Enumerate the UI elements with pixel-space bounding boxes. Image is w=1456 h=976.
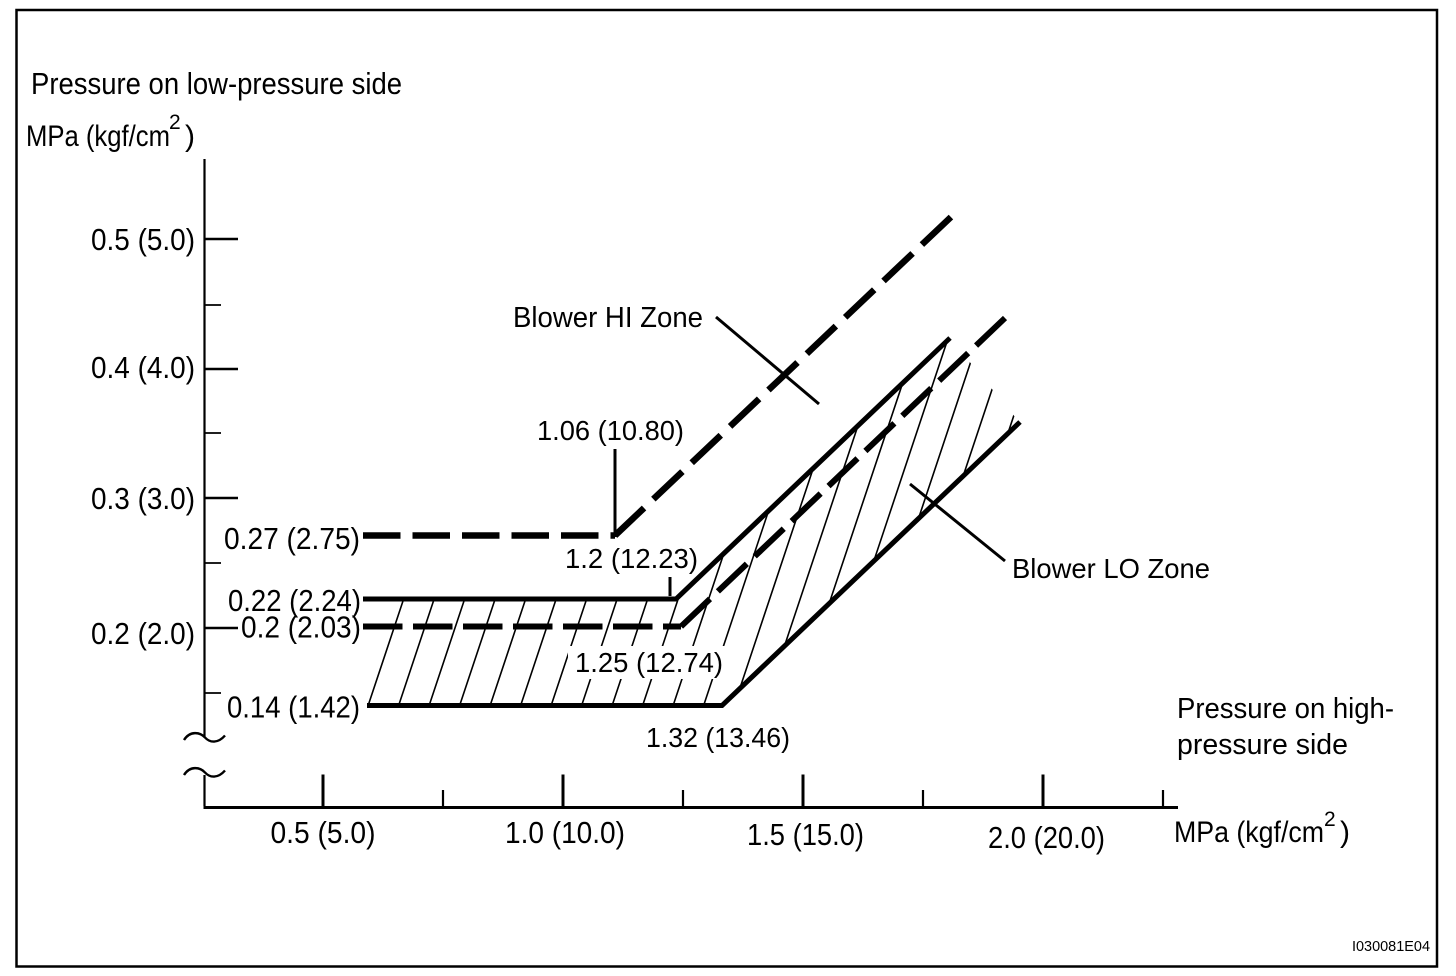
svg-text:MPa (kgf/cm: MPa (kgf/cm xyxy=(26,120,170,153)
svg-text:1.2 (12.23): 1.2 (12.23) xyxy=(565,543,698,574)
svg-text:): ) xyxy=(1340,816,1350,849)
svg-text:Pressure on high-: Pressure on high- xyxy=(1177,693,1394,725)
svg-text:0.14 (1.42): 0.14 (1.42) xyxy=(227,690,360,725)
svg-text:1.25 (12.74): 1.25 (12.74) xyxy=(575,647,723,678)
svg-text:Blower LO Zone: Blower LO Zone xyxy=(1012,553,1210,584)
svg-text:1.32 (13.46): 1.32 (13.46) xyxy=(646,722,790,753)
svg-text:1.5 (15.0): 1.5 (15.0) xyxy=(747,817,864,852)
svg-text:pressure side: pressure side xyxy=(1177,729,1348,761)
svg-text:Blower HI Zone: Blower HI Zone xyxy=(513,302,703,334)
svg-text:2.0 (20.0): 2.0 (20.0) xyxy=(988,820,1105,855)
svg-text:0.5 (5.0): 0.5 (5.0) xyxy=(271,815,376,850)
svg-text:0.22 (2.24): 0.22 (2.24) xyxy=(228,583,361,618)
svg-text:2: 2 xyxy=(169,111,181,134)
svg-text:0.4 (4.0): 0.4 (4.0) xyxy=(91,350,195,385)
svg-text:0.5 (5.0): 0.5 (5.0) xyxy=(91,222,195,257)
svg-text:0.2 (2.03): 0.2 (2.03) xyxy=(241,610,361,645)
svg-text:I030081E04: I030081E04 xyxy=(1352,939,1430,955)
svg-text:1.06 (10.80): 1.06 (10.80) xyxy=(537,415,684,446)
svg-text:0.2 (2.0): 0.2 (2.0) xyxy=(91,616,195,651)
svg-text:): ) xyxy=(185,120,195,153)
svg-text:Pressure on low-pressure side: Pressure on low-pressure side xyxy=(31,66,402,101)
svg-text:0.27 (2.75): 0.27 (2.75) xyxy=(224,521,360,556)
svg-text:2: 2 xyxy=(1324,808,1336,831)
svg-text:MPa (kgf/cm: MPa (kgf/cm xyxy=(1174,816,1324,849)
svg-text:1.0 (10.0): 1.0 (10.0) xyxy=(505,815,625,850)
svg-text:0.3 (3.0): 0.3 (3.0) xyxy=(91,481,195,516)
